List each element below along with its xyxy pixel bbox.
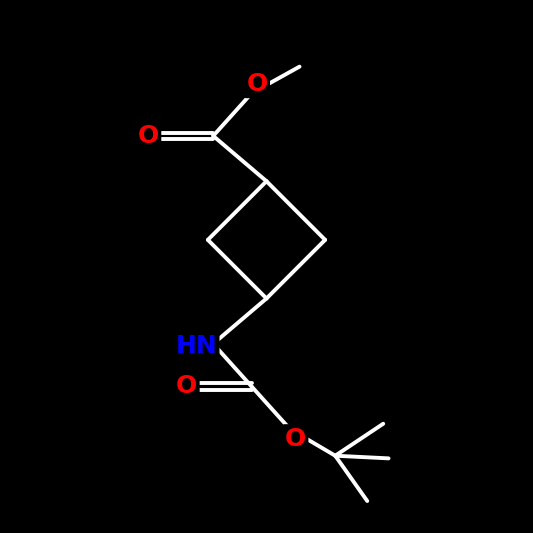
Text: O: O [138, 124, 159, 148]
Text: HN: HN [175, 334, 217, 359]
Text: O: O [176, 374, 197, 399]
Text: O: O [246, 71, 268, 96]
Text: O: O [285, 426, 306, 451]
